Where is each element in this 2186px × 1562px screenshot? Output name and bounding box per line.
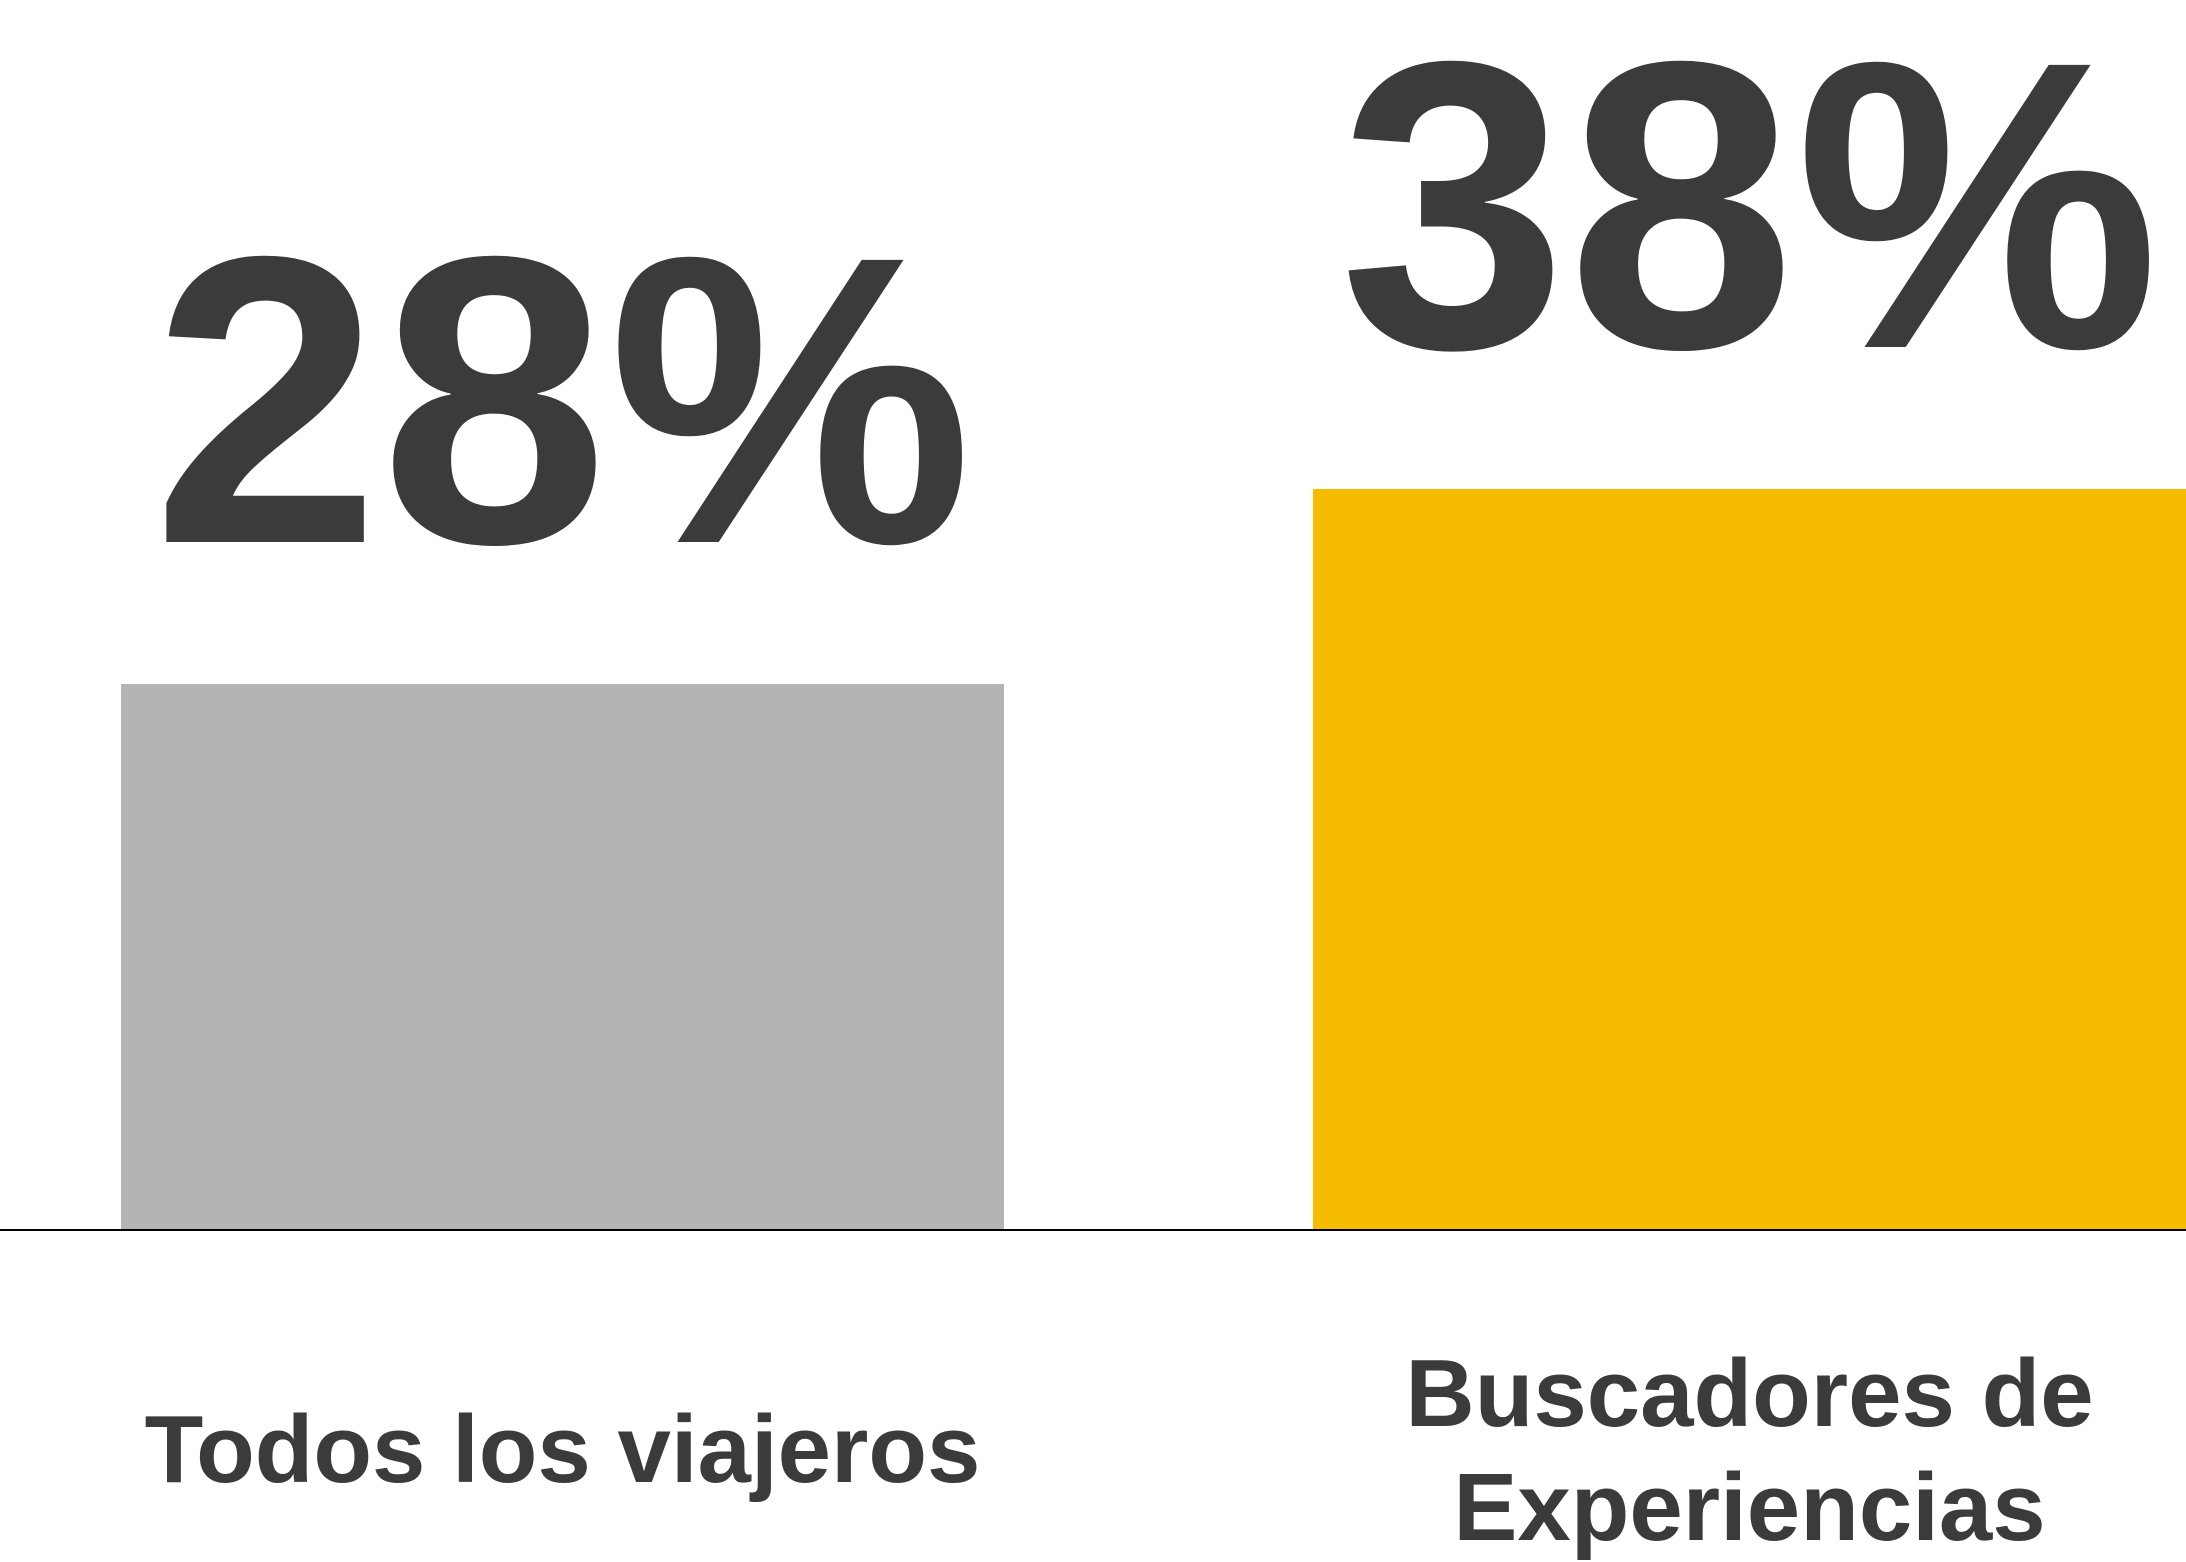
bar — [1313, 489, 2186, 1230]
value-label: 38% — [1339, 0, 2160, 434]
category-label: Todos los viajeros — [144, 1396, 981, 1503]
bar — [121, 684, 1004, 1230]
category-label: Buscadores de Experiencias — [1405, 1340, 2094, 1561]
value-label: 28% — [152, 171, 973, 629]
